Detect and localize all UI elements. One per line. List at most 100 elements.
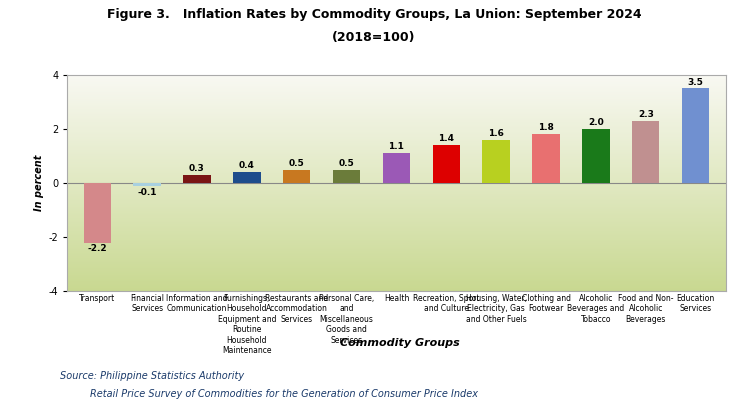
- Text: 3.5: 3.5: [687, 77, 704, 87]
- Text: (2018=100): (2018=100): [332, 31, 416, 44]
- Bar: [67, 193, 726, 194]
- Bar: [67, 165, 726, 166]
- Bar: [133, 183, 161, 186]
- Bar: [67, 116, 726, 117]
- Bar: [67, 92, 726, 93]
- Bar: [67, 241, 726, 243]
- Bar: [67, 280, 726, 282]
- Bar: [67, 213, 726, 214]
- Bar: [67, 212, 726, 213]
- Bar: [67, 243, 726, 244]
- Bar: [67, 167, 726, 168]
- Bar: [67, 101, 726, 102]
- Bar: [67, 220, 726, 221]
- Bar: [67, 228, 726, 230]
- Bar: [67, 265, 726, 266]
- Bar: [67, 107, 726, 109]
- Bar: [67, 131, 726, 132]
- Bar: [67, 104, 726, 105]
- Bar: [67, 130, 726, 131]
- Bar: [67, 126, 726, 127]
- Bar: [333, 170, 361, 183]
- Bar: [67, 249, 726, 250]
- Bar: [67, 221, 726, 222]
- Text: Commodity Groups: Commodity Groups: [340, 338, 460, 348]
- Bar: [67, 151, 726, 152]
- Bar: [632, 121, 660, 183]
- Bar: [67, 118, 726, 119]
- Bar: [67, 178, 726, 179]
- Bar: [67, 271, 726, 272]
- Bar: [67, 132, 726, 133]
- Bar: [67, 109, 726, 111]
- Bar: [67, 152, 726, 153]
- Bar: [67, 139, 726, 140]
- Bar: [67, 115, 726, 116]
- Bar: [67, 211, 726, 212]
- Bar: [67, 206, 726, 207]
- Bar: [67, 121, 726, 122]
- Bar: [67, 262, 726, 263]
- Bar: [67, 176, 726, 178]
- Bar: [67, 263, 726, 264]
- Bar: [67, 141, 726, 142]
- Bar: [67, 286, 726, 287]
- Bar: [67, 205, 726, 206]
- Bar: [67, 187, 726, 188]
- Bar: [67, 196, 726, 197]
- Bar: [67, 290, 726, 291]
- Bar: [67, 79, 726, 80]
- Bar: [67, 184, 726, 185]
- Bar: [67, 147, 726, 149]
- Bar: [67, 124, 726, 125]
- Text: -2.2: -2.2: [88, 245, 107, 253]
- Bar: [67, 207, 726, 208]
- Bar: [67, 129, 726, 130]
- Bar: [67, 145, 726, 146]
- Bar: [67, 166, 726, 167]
- Bar: [67, 236, 726, 237]
- Bar: [67, 246, 726, 247]
- Bar: [482, 140, 510, 183]
- Bar: [67, 91, 726, 92]
- Bar: [67, 180, 726, 181]
- Text: 0.3: 0.3: [189, 164, 205, 173]
- Bar: [67, 208, 726, 209]
- Bar: [67, 244, 726, 245]
- Bar: [67, 224, 726, 225]
- Bar: [67, 248, 726, 249]
- Bar: [67, 127, 726, 128]
- Bar: [67, 201, 726, 203]
- Bar: [67, 278, 726, 279]
- Text: 2.3: 2.3: [638, 110, 654, 119]
- Bar: [67, 217, 726, 218]
- Bar: [67, 219, 726, 220]
- Bar: [67, 87, 726, 88]
- Bar: [84, 183, 111, 243]
- Bar: [67, 170, 726, 171]
- Bar: [67, 89, 726, 90]
- Bar: [67, 259, 726, 260]
- Bar: [67, 84, 726, 86]
- Bar: [67, 276, 726, 277]
- Bar: [67, 186, 726, 187]
- Bar: [383, 154, 410, 183]
- Bar: [67, 173, 726, 174]
- Bar: [67, 100, 726, 101]
- Bar: [67, 284, 726, 285]
- Bar: [67, 76, 726, 77]
- Bar: [67, 114, 726, 115]
- Text: 0.5: 0.5: [339, 158, 355, 168]
- Bar: [67, 261, 726, 262]
- Bar: [67, 287, 726, 288]
- Bar: [67, 113, 726, 114]
- Text: 2.0: 2.0: [588, 118, 604, 127]
- Bar: [67, 225, 726, 226]
- Bar: [67, 209, 726, 210]
- Bar: [67, 272, 726, 273]
- Bar: [533, 134, 560, 183]
- Text: 1.4: 1.4: [438, 134, 454, 143]
- Bar: [67, 111, 726, 113]
- Bar: [682, 89, 709, 183]
- Bar: [233, 172, 260, 183]
